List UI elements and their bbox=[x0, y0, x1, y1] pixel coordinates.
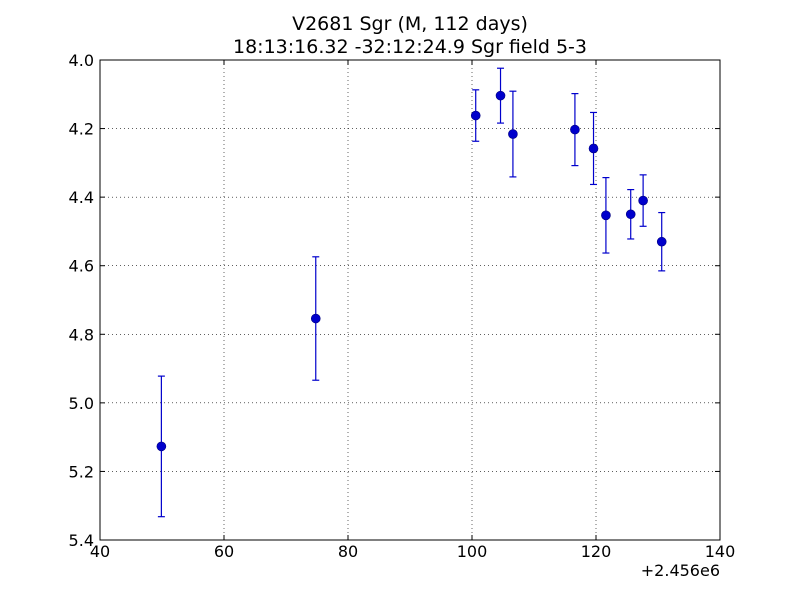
x-tick-label: 120 bbox=[581, 542, 612, 561]
data-point bbox=[625, 209, 636, 220]
x-tick-label: 60 bbox=[214, 542, 234, 561]
x-tick-label: 80 bbox=[338, 542, 358, 561]
x-offset-label: +2.456e6 bbox=[641, 561, 720, 580]
y-tick-label: 4.2 bbox=[69, 120, 94, 139]
data-point bbox=[310, 313, 321, 324]
data-point bbox=[638, 195, 648, 206]
data-series bbox=[156, 67, 667, 518]
x-tick-label: 100 bbox=[457, 542, 488, 561]
plot-frame bbox=[99, 59, 721, 541]
x-tick-label: 140 bbox=[705, 542, 736, 561]
chart-subtitle: 18:13:16.32 -32:12:24.9 Sgr field 5-3 bbox=[233, 36, 587, 58]
y-tick-label: 4.0 bbox=[69, 51, 94, 70]
y-tick-label: 5.0 bbox=[69, 394, 94, 413]
y-tick-label: 4.6 bbox=[69, 257, 94, 276]
axis-ticks: 40 60 80 100 120 140 4.0 4.2 4.4 4.6 4.8 5.0 5.2 5.4 bbox=[69, 51, 736, 561]
data-point bbox=[601, 210, 611, 221]
data-point bbox=[570, 124, 580, 135]
data-point bbox=[656, 236, 667, 247]
data-point bbox=[156, 441, 167, 452]
data-point bbox=[470, 110, 481, 121]
y-tick-label: 4.8 bbox=[69, 325, 94, 344]
y-tick-label: 4.4 bbox=[69, 188, 94, 207]
grid-lines bbox=[100, 60, 720, 540]
data-point bbox=[495, 90, 506, 101]
y-tick-label: 5.2 bbox=[69, 462, 94, 481]
chart-title: V2681 Sgr (M, 112 days) bbox=[292, 13, 528, 35]
data-point bbox=[508, 129, 518, 139]
x-tick-label: 40 bbox=[90, 542, 110, 561]
y-tick-label: 5.4 bbox=[69, 531, 94, 550]
data-point bbox=[588, 143, 599, 154]
